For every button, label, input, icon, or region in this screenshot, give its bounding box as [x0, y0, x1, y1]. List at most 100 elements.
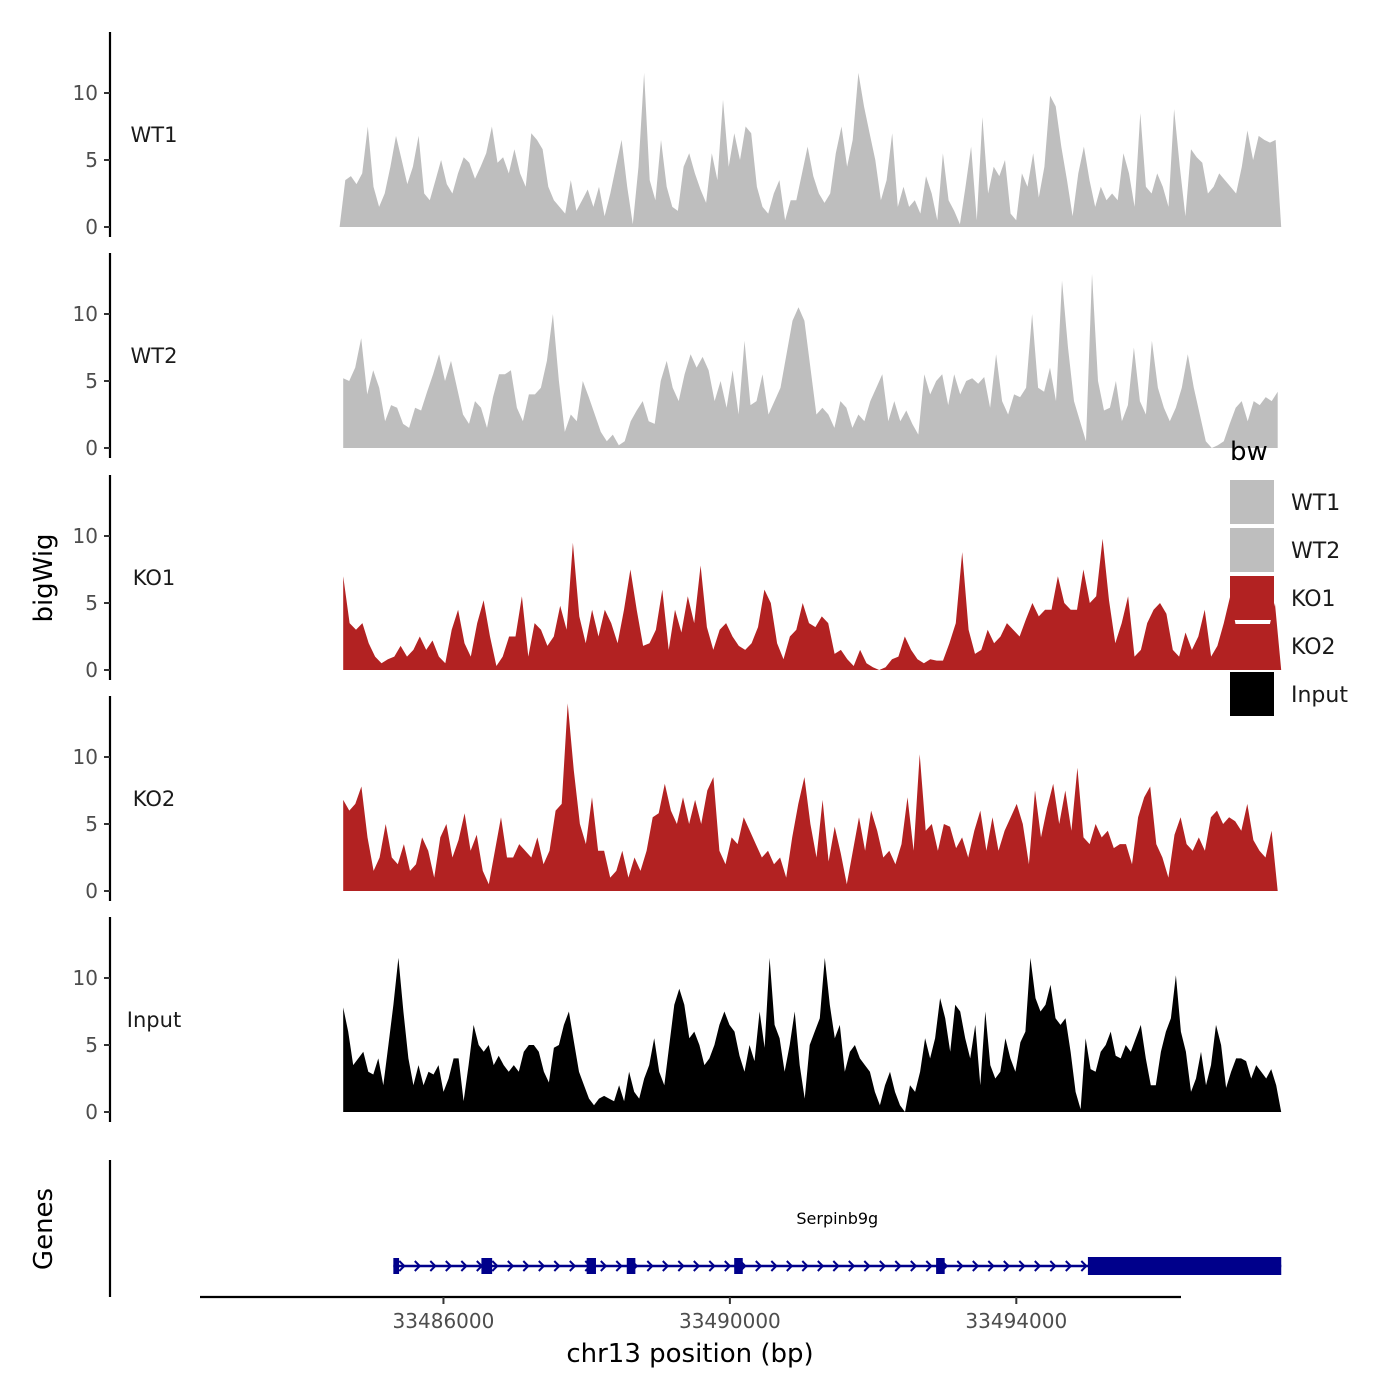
strand-arrow	[848, 1260, 856, 1272]
legend: bw WT1 WT2 KO1 KO2 Input	[1230, 437, 1348, 716]
y-tick-label: 5	[85, 591, 98, 615]
x-axis: 33486000 33490000 33494000	[200, 1295, 1181, 1333]
strand-arrow	[1049, 1260, 1057, 1272]
exon	[586, 1258, 596, 1274]
y-tick-label: 0	[85, 658, 98, 682]
strand-arrow	[460, 1260, 468, 1272]
track-label: KO2	[133, 787, 176, 811]
legend-label-wt1: WT1	[1291, 491, 1340, 516]
y-tick-label: 0	[85, 215, 98, 239]
strand-arrow	[522, 1260, 530, 1272]
legend-swatch-ko2	[1230, 624, 1274, 668]
strand-arrow	[398, 1260, 406, 1272]
strand-arrow	[724, 1260, 732, 1272]
y-tick-label: 5	[85, 148, 98, 172]
track-ko2: 0 5 10 KO2	[73, 696, 1278, 903]
legend-label-input: Input	[1291, 683, 1348, 708]
strand-arrow	[910, 1260, 918, 1272]
legend-label-ko1: KO1	[1291, 587, 1336, 612]
y-tick-label: 0	[85, 879, 98, 903]
strand-arrow	[863, 1260, 871, 1272]
strand-arrow	[879, 1260, 887, 1272]
strand-arrow	[693, 1260, 701, 1272]
area-wt1	[339, 72, 1282, 228]
y-tick-label: 0	[85, 1100, 98, 1124]
strand-arrow	[801, 1260, 809, 1272]
track-label: KO1	[133, 566, 176, 590]
strand-arrow	[615, 1260, 623, 1272]
strand-arrow	[708, 1260, 716, 1272]
track-wt1: 0 5 10 WT1	[73, 32, 1282, 239]
y-tick-label: 10	[73, 524, 98, 548]
y-tick-label: 10	[73, 966, 98, 990]
strand-arrow	[972, 1260, 980, 1272]
strand-arrow	[1065, 1260, 1073, 1272]
track-input: 0 5 10 Input	[73, 917, 1282, 1124]
strand-arrow	[414, 1260, 422, 1272]
x-tick-label: 33490000	[679, 1309, 781, 1333]
legend-swatch-wt1	[1230, 480, 1274, 524]
legend-swatch-ko1	[1230, 576, 1274, 620]
strand-arrow	[1034, 1260, 1042, 1272]
gene-track-title: Genes	[29, 1188, 59, 1270]
exon	[936, 1258, 945, 1274]
area-input	[343, 957, 1282, 1112]
strand-arrow	[1018, 1260, 1026, 1272]
strand-arrow	[925, 1260, 933, 1272]
strand-arrow	[1003, 1260, 1011, 1272]
x-axis-title: chr13 position (bp)	[566, 1339, 813, 1369]
x-ticks: 33486000 33490000 33494000	[393, 1297, 1067, 1333]
exon	[393, 1258, 400, 1274]
strand-arrow	[646, 1260, 654, 1272]
track-label: WT1	[131, 123, 178, 147]
strand-arrow	[677, 1260, 685, 1272]
track-wt2: 0 5 10 WT2	[73, 253, 1278, 460]
strand-arrow	[600, 1260, 608, 1272]
strand-arrow	[770, 1260, 778, 1272]
strand-arrow	[507, 1260, 515, 1272]
exon	[1087, 1257, 1282, 1275]
strand-arrow	[894, 1260, 902, 1272]
strand-arrow	[445, 1260, 453, 1272]
strand-arrow	[786, 1260, 794, 1272]
track-panels: 0 5 10 WT1 0 5 10 WT2 0 5 10 KO1 0 5 10 KO2 0 5 10 Input	[73, 32, 1282, 1124]
strand-arrow	[662, 1260, 670, 1272]
track-ko1: 0 5 10 KO1	[73, 475, 1282, 682]
strand-arrow	[987, 1260, 995, 1272]
area-ko2	[343, 703, 1278, 891]
strand-arrow	[1080, 1260, 1088, 1272]
legend-swatch-input	[1230, 672, 1274, 716]
strand-arrow	[832, 1260, 840, 1272]
legend-title: bw	[1230, 437, 1268, 467]
strand-arrow	[553, 1260, 561, 1272]
gene-track: Genes Serpinb9g	[29, 1160, 1282, 1297]
legend-swatch-wt2	[1230, 528, 1274, 572]
y-tick-label: 10	[73, 745, 98, 769]
y-tick-label: 5	[85, 1033, 98, 1057]
exon	[626, 1258, 636, 1274]
track-label: Input	[127, 1008, 181, 1032]
strand-arrow	[755, 1260, 763, 1272]
y-axis-title: bigWig	[29, 533, 59, 622]
strand-arrow	[491, 1260, 499, 1272]
legend-label-wt2: WT2	[1291, 539, 1340, 564]
gene-name: Serpinb9g	[796, 1209, 878, 1228]
y-tick-label: 5	[85, 812, 98, 836]
strand-arrow	[956, 1260, 964, 1272]
x-tick-label: 33486000	[393, 1309, 495, 1333]
y-tick-label: 0	[85, 436, 98, 460]
strand-arrow	[569, 1260, 577, 1272]
area-wt2	[343, 273, 1278, 448]
strand-arrow	[429, 1260, 437, 1272]
y-tick-label: 10	[73, 81, 98, 105]
y-tick-label: 5	[85, 369, 98, 393]
strand-arrow	[817, 1260, 825, 1272]
exon	[734, 1258, 743, 1274]
track-label: WT2	[131, 344, 178, 368]
y-tick-label: 10	[73, 302, 98, 326]
area-ko1	[343, 538, 1282, 670]
strand-arrow	[538, 1260, 546, 1272]
legend-label-ko2: KO2	[1291, 635, 1336, 660]
x-tick-label: 33494000	[965, 1309, 1067, 1333]
